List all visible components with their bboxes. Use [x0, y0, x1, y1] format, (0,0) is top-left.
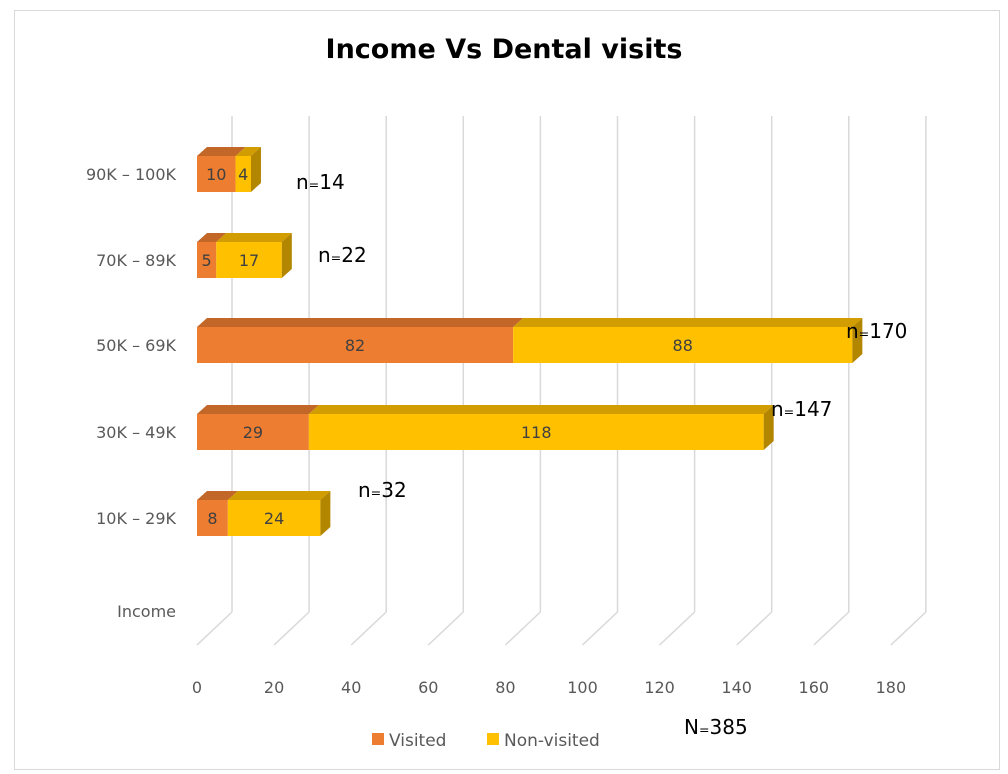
data-label: 88 — [673, 336, 693, 355]
x-tick-label: 100 — [567, 678, 598, 697]
data-label: 4 — [238, 165, 248, 184]
floor-gridline — [273, 611, 310, 646]
chart-title: Income Vs Dental visits — [325, 34, 683, 65]
data-label: 24 — [264, 509, 284, 528]
x-tick-label: 120 — [644, 678, 675, 697]
bar-visited — [197, 242, 217, 278]
data-label: 29 — [243, 423, 263, 442]
x-tick-label: 0 — [192, 678, 202, 697]
bar-non-visited — [308, 414, 764, 450]
bar-top — [227, 491, 331, 500]
bar-non-visited — [235, 156, 251, 192]
bar-top — [235, 147, 261, 156]
group-total-label: n₌22 — [318, 243, 367, 267]
bar-side — [281, 233, 292, 278]
bar-visited — [197, 414, 309, 450]
x-tick-label: 180 — [876, 678, 907, 697]
overall-total-label: N₌385 — [684, 715, 748, 739]
bar-top — [197, 233, 227, 242]
floor-gridline — [350, 611, 387, 646]
x-tick-label: 80 — [495, 678, 515, 697]
bar-top — [197, 405, 319, 414]
x-tick-label: 40 — [341, 678, 361, 697]
x-tick-label: 160 — [799, 678, 830, 697]
data-label: 118 — [521, 423, 552, 442]
category-label: 50K – 69K — [96, 336, 176, 355]
bar-non-visited — [216, 242, 282, 278]
bar-top — [197, 147, 246, 156]
bar-non-visited — [513, 327, 853, 363]
floor-gridline — [504, 611, 541, 646]
floor-gridline — [890, 611, 927, 646]
x-tick-label: 20 — [264, 678, 284, 697]
bar-top — [513, 318, 863, 327]
bar-top — [216, 233, 292, 242]
category-label: 70K – 89K — [96, 251, 176, 270]
floor-gridline — [427, 611, 464, 646]
bar-side — [250, 147, 261, 192]
floor-gridline — [196, 611, 233, 646]
floor-gridline — [736, 611, 773, 646]
category-label: 30K – 49K — [96, 423, 176, 442]
bar-top — [197, 318, 524, 327]
x-tick-label: 140 — [721, 678, 752, 697]
data-label: 8 — [207, 509, 217, 528]
data-label: 10 — [206, 165, 226, 184]
category-label: Income — [117, 602, 176, 621]
data-label: 17 — [239, 251, 259, 270]
bar-visited — [197, 500, 228, 536]
bar-non-visited — [227, 500, 321, 536]
legend-label: Visited — [389, 731, 446, 751]
bar-side — [320, 491, 331, 536]
bar-side — [852, 318, 863, 363]
floor-gridline — [581, 611, 619, 646]
legend-swatch — [372, 733, 384, 745]
bar-side — [763, 405, 774, 450]
legend-swatch — [487, 733, 499, 745]
bar-top — [308, 405, 774, 414]
floor-gridline — [813, 611, 850, 646]
group-total-label: n₌147 — [771, 397, 832, 421]
data-label: 82 — [345, 336, 365, 355]
data-label: 5 — [202, 251, 212, 270]
group-total-label: n₌32 — [358, 478, 407, 502]
category-label: 10K – 29K — [96, 509, 176, 528]
group-total-label: n₌14 — [296, 170, 345, 194]
bar-visited — [197, 156, 236, 192]
group-total-label: n₌170 — [846, 319, 907, 343]
floor-gridline — [659, 611, 696, 646]
x-tick-label: 60 — [418, 678, 438, 697]
legend-label: Non-visited — [504, 731, 600, 751]
bar-top — [197, 491, 238, 500]
category-label: 90K – 100K — [86, 165, 177, 184]
bar-visited — [197, 327, 514, 363]
